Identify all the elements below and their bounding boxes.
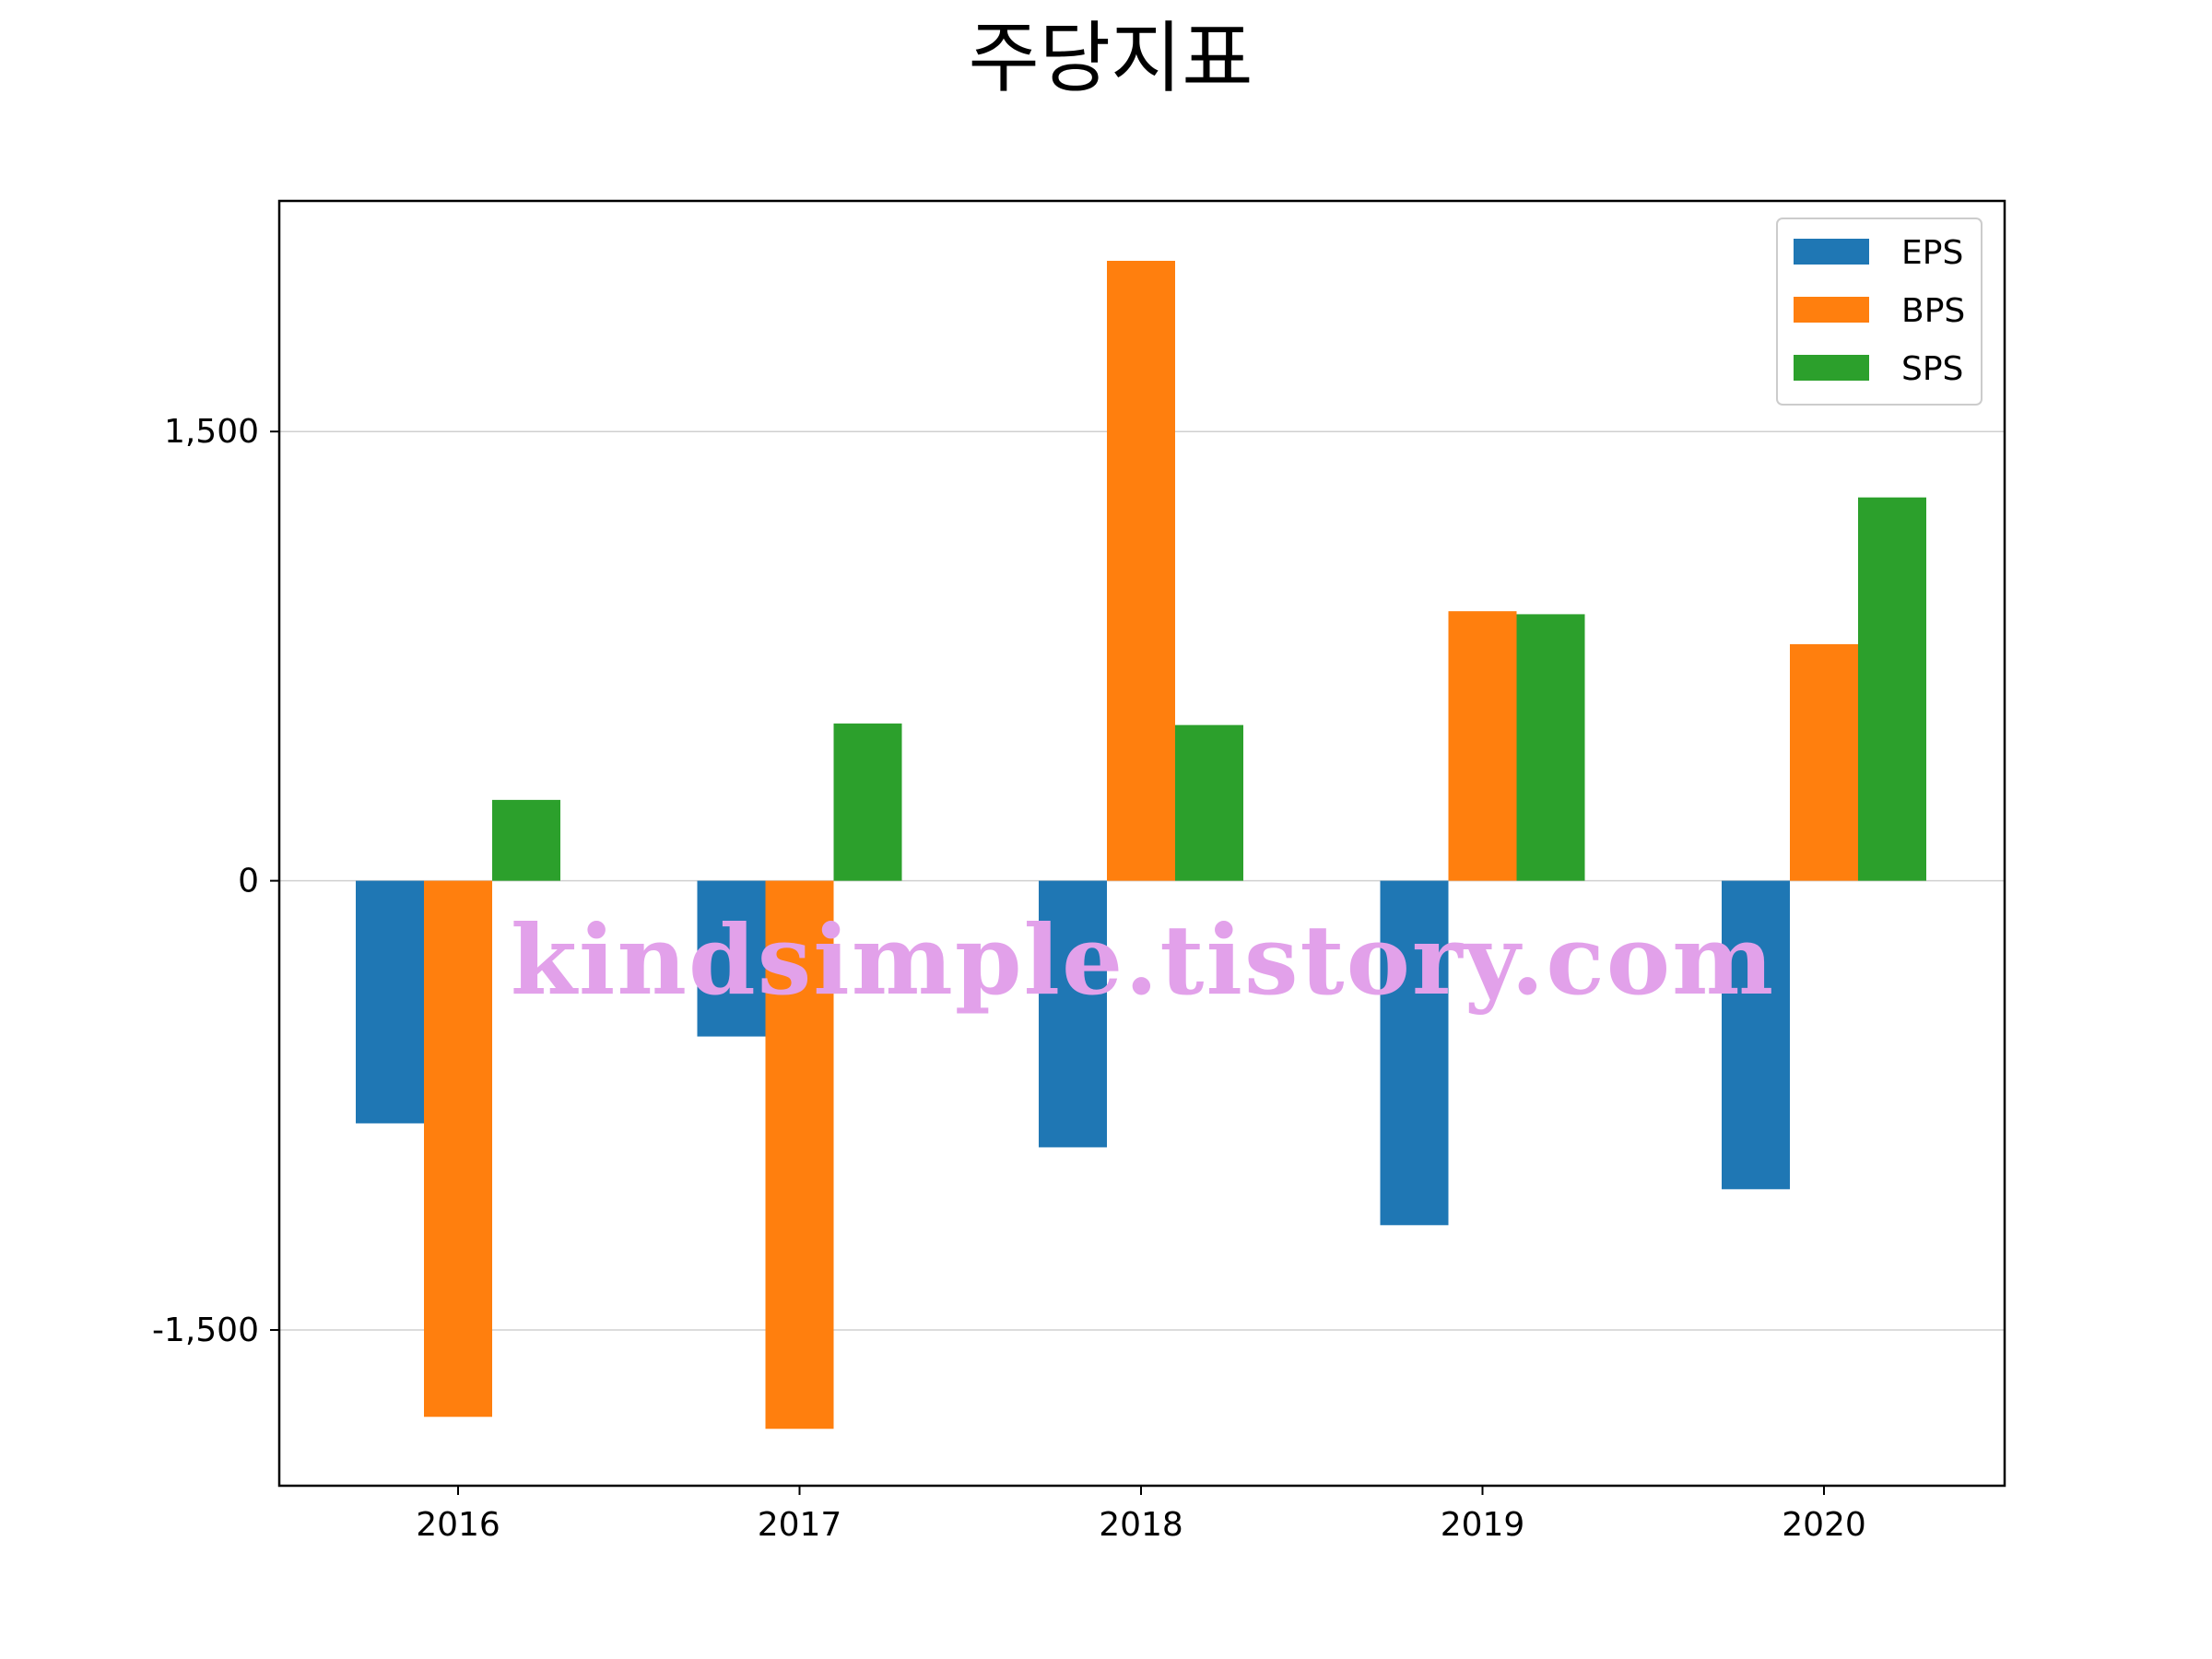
bar-eps-2017: [697, 880, 766, 1037]
y-tick-label: 1,500: [164, 413, 259, 451]
bar-eps-2019: [1380, 880, 1449, 1226]
bar-bps-2017: [765, 880, 834, 1430]
watermark: kindsimple.tistory.com: [511, 903, 1775, 1017]
x-axis: 2016 2017 2018 2019 2020: [416, 1486, 1866, 1544]
legend: EPS BPS SPS: [1776, 218, 1983, 406]
legend-label-sps: SPS: [1901, 350, 1963, 388]
legend-swatch-eps: [1794, 239, 1869, 265]
bar-bps-2019: [1448, 611, 1517, 881]
bar-bps-2018: [1107, 260, 1175, 881]
bar-eps-2016: [356, 880, 424, 1124]
bar-sps-2018: [1175, 724, 1243, 881]
bar-sps-2016: [492, 799, 560, 881]
legend-swatch-sps: [1794, 355, 1869, 381]
bar-sps-2017: [833, 724, 902, 881]
bar-sps-2020: [1858, 497, 1926, 881]
bar-eps-2018: [1039, 880, 1107, 1147]
legend-label-eps: EPS: [1901, 234, 1963, 272]
legend-label-bps: BPS: [1901, 292, 1965, 330]
y-tick-label: -1,500: [152, 1312, 259, 1349]
bar-bps-2020: [1790, 643, 1858, 881]
y-tick-label: 0: [238, 863, 259, 900]
x-tick-label: 2018: [1099, 1506, 1183, 1544]
legend-swatch-bps: [1794, 297, 1869, 323]
x-tick-label: 2019: [1441, 1506, 1525, 1544]
bar-bps-2016: [424, 880, 492, 1418]
bars: [356, 260, 1926, 1430]
bar-eps-2020: [1722, 880, 1790, 1190]
x-tick-label: 2016: [416, 1506, 500, 1544]
x-tick-label: 2020: [1782, 1506, 1866, 1544]
x-tick-label: 2017: [758, 1506, 842, 1544]
chart-title: 주당지표: [968, 13, 1253, 103]
y-axis: -1,500 0 1,500: [152, 413, 279, 1349]
bar-sps-2019: [1516, 614, 1585, 881]
